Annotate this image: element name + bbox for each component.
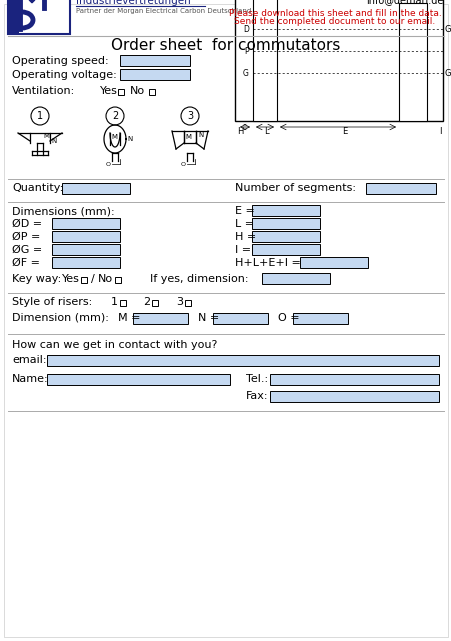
Text: I: I [438, 126, 440, 135]
Bar [81, 277, 87, 283]
Bar [52, 231, 120, 242]
Text: If yes, dimension:: If yes, dimension: [150, 274, 248, 284]
Bar [52, 218, 120, 229]
Text: Yes: Yes [100, 86, 118, 96]
Text: Yes: Yes [62, 274, 80, 284]
Bar [398, 3, 426, 121]
Text: /: / [91, 274, 95, 284]
Text: Number of segments:: Number of segments: [235, 183, 355, 193]
Text: N: N [127, 136, 132, 142]
Text: Please download this sheet and fill in the data.: Please download this sheet and fill in t… [228, 8, 440, 17]
Text: D: D [243, 24, 249, 33]
Bar [253, 0, 276, 121]
Bar [252, 205, 319, 216]
Text: E: E [341, 126, 347, 135]
Text: Name:: Name: [12, 374, 49, 384]
Text: 2: 2 [112, 111, 118, 121]
Text: Quantity:: Quantity: [12, 183, 63, 193]
Bar [47, 355, 438, 366]
Text: N: N [198, 132, 203, 138]
Bar [52, 244, 120, 255]
Bar [115, 277, 121, 283]
Text: G: G [243, 69, 249, 78]
Text: Tel.:: Tel.: [245, 374, 267, 384]
Text: Partner der Morgan Electrical Carbon Deutschland: Partner der Morgan Electrical Carbon Deu… [76, 8, 251, 14]
Text: N =: N = [198, 313, 219, 323]
Text: Fax:: Fax: [245, 391, 268, 401]
Text: H =: H = [235, 232, 256, 242]
Text: M: M [184, 134, 191, 140]
Bar [120, 55, 189, 66]
Bar [269, 374, 438, 385]
Text: 3: 3 [175, 297, 183, 307]
Text: Dimension (mm):: Dimension (mm): [12, 313, 109, 323]
Text: N: N [51, 138, 56, 144]
Bar [8, 0, 70, 34]
Text: How can we get in contact with you?: How can we get in contact with you? [12, 340, 217, 350]
Bar [120, 69, 189, 80]
Text: E =: E = [235, 206, 254, 216]
Bar [252, 218, 319, 229]
Bar [365, 183, 435, 194]
Text: Industrievertretungen: Industrievertretungen [76, 0, 190, 6]
Text: L =: L = [235, 219, 253, 229]
Text: Operating voltage:: Operating voltage: [12, 70, 116, 80]
Text: Order sheet  for commutators: Order sheet for commutators [111, 38, 340, 53]
Text: I =: I = [235, 245, 251, 255]
Text: ØP =: ØP = [12, 232, 40, 242]
Bar [52, 257, 120, 268]
Text: O: O [105, 162, 110, 167]
Bar [252, 244, 319, 255]
Bar [292, 313, 347, 324]
Text: Dimensions (mm):: Dimensions (mm): [12, 206, 115, 216]
Bar [149, 89, 155, 95]
Text: email:: email: [12, 355, 46, 365]
Text: Style of risers:: Style of risers: [12, 297, 92, 307]
Bar [133, 313, 188, 324]
Bar [47, 374, 230, 385]
Text: G: G [444, 69, 451, 78]
Text: Send the completed document to our email.: Send the completed document to our email… [234, 17, 435, 26]
Text: No: No [130, 86, 145, 96]
Text: O =: O = [277, 313, 299, 323]
Text: M =: M = [118, 313, 140, 323]
Text: Ventilation:: Ventilation: [12, 86, 75, 96]
Bar [9, 0, 19, 33]
Text: L: L [263, 126, 268, 135]
Text: 1: 1 [111, 297, 118, 307]
Text: Key way:: Key way: [12, 274, 61, 284]
Bar [118, 89, 124, 95]
Text: ØG =: ØG = [12, 245, 42, 255]
Text: No: No [98, 274, 113, 284]
Text: ØF =: ØF = [12, 258, 40, 268]
Bar [184, 300, 191, 306]
Text: ØD =: ØD = [12, 219, 42, 229]
Bar [212, 313, 267, 324]
Bar [120, 300, 126, 306]
Text: 1: 1 [37, 111, 43, 121]
Text: H: H [236, 126, 243, 135]
Text: M: M [111, 134, 117, 140]
Text: G: G [444, 24, 451, 33]
Text: 3: 3 [187, 111, 193, 121]
Bar [252, 231, 319, 242]
Text: info@demarl.de: info@demarl.de [366, 0, 443, 5]
Text: O: O [180, 162, 185, 167]
Text: 2: 2 [143, 297, 150, 307]
Text: Operating speed:: Operating speed: [12, 56, 108, 66]
Bar [235, 0, 442, 121]
Bar [262, 273, 329, 284]
Bar [152, 300, 158, 306]
Text: H+L+E+I =: H+L+E+I = [235, 258, 300, 268]
Text: M: M [43, 133, 49, 139]
Bar [299, 257, 367, 268]
Bar [62, 183, 130, 194]
Bar [269, 391, 438, 402]
Text: P: P [244, 47, 249, 56]
